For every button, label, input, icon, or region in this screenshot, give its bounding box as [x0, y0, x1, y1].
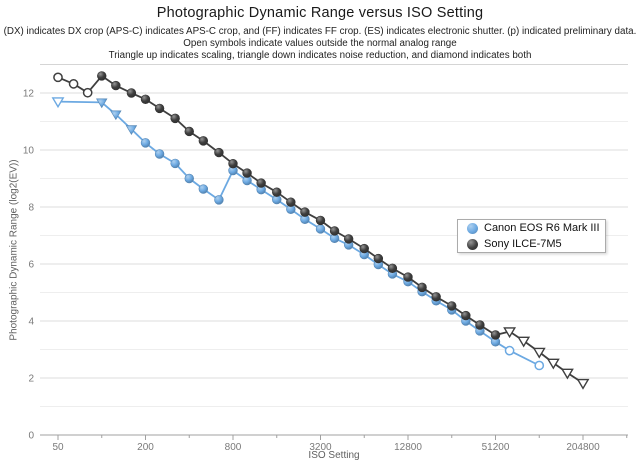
marker-triangle-down-open [503, 327, 517, 339]
marker-circle [373, 253, 384, 264]
legend-item-canon: Canon EOS R6 Mark III [467, 221, 605, 235]
marker-circle-open [82, 87, 93, 98]
marker-circle [111, 80, 121, 91]
marker-circle [315, 224, 326, 234]
series-sony [53, 71, 590, 390]
marker-circle-open [534, 360, 545, 371]
chart-subtitle-open-symbols-note: Open symbols indicate values outside the… [183, 38, 457, 49]
sony-series-marker-icon [467, 238, 478, 250]
y-tick-label: 10 [23, 146, 35, 157]
marker-circle [447, 301, 457, 311]
marker-circle [97, 71, 107, 81]
canon-series-marker-icon [467, 222, 478, 234]
legend-label-sony: Sony ILCE-7M5 [484, 238, 562, 250]
y-tick-label: 8 [28, 203, 34, 214]
y-tick-label: 2 [28, 374, 34, 385]
marker-circle [475, 320, 485, 330]
y-tick-label: 0 [28, 431, 34, 442]
marker-triangle-down [96, 98, 108, 109]
marker-circle [490, 330, 501, 340]
marker-circle [140, 138, 151, 148]
marker-circle-open [504, 345, 515, 356]
marker-circle [154, 149, 165, 159]
chart-subtitle-triangle-note: Triangle up indicates scaling, triangle … [108, 50, 532, 61]
marker-circle-open [68, 79, 79, 89]
marker-circle [315, 215, 326, 226]
marker-circle-open [53, 72, 63, 83]
x-tick-label: 50 [52, 442, 64, 453]
legend-item-sony: Sony ILCE-7M5 [467, 237, 605, 251]
marker-circle [417, 282, 427, 293]
chart-subtitle-crop-note: (DX) indicates DX crop (APS-C) indicates… [3, 26, 637, 37]
marker-triangle-down-open [517, 336, 531, 348]
marker-circle [272, 187, 282, 197]
marker-circle [198, 184, 209, 194]
y-axis-title: Photographic Dynamic Range (log2(EV)) [8, 159, 20, 341]
chart-title: Photographic Dynamic Range versus ISO Se… [156, 5, 484, 21]
marker-circle [286, 197, 296, 207]
marker-circle [214, 195, 224, 205]
marker-circle [359, 243, 369, 254]
legend-label-canon: Canon EOS R6 Mark III [484, 222, 600, 234]
x-tick-label: 12800 [394, 442, 422, 453]
marker-triangle-down-open [576, 378, 590, 390]
marker-circle [126, 88, 137, 98]
marker-circle [198, 136, 209, 146]
marker-circle [170, 113, 180, 124]
x-tick-label: 51200 [482, 442, 510, 453]
series-canon [51, 97, 545, 371]
marker-circle [242, 168, 252, 178]
marker-circle [184, 126, 194, 137]
y-axis: 0 2 4 6 8 10 12 [23, 89, 35, 442]
marker-circle [461, 310, 471, 321]
x-tick-label: 200 [137, 442, 154, 453]
marker-triangle-down-open [546, 358, 560, 370]
marker-circle [403, 272, 413, 282]
marker-triangle-down-open [51, 97, 65, 109]
marker-circle [170, 158, 180, 169]
marker-circle [431, 292, 441, 302]
marker-circle [300, 207, 310, 217]
gridlines [40, 64, 628, 407]
marker-circle [184, 173, 194, 184]
marker-circle [228, 158, 238, 169]
x-tick-label: 3200 [309, 442, 332, 453]
y-tick-label: 12 [23, 89, 35, 100]
legend-box: Canon EOS R6 Mark III Sony ILCE-7M5 [457, 219, 606, 253]
marker-circle [329, 226, 340, 236]
y-tick-label: 6 [28, 260, 34, 271]
marker-circle [343, 234, 354, 244]
marker-triangle-down-open [532, 347, 546, 359]
marker-triangle-down-open [560, 368, 574, 380]
x-axis-title: ISO Setting [308, 450, 360, 461]
x-axis: 50 200 800 3200 12800 51200 204800 [40, 434, 628, 453]
marker-circle [154, 103, 165, 114]
marker-triangle-down [110, 110, 122, 121]
marker-circle [214, 147, 224, 158]
x-tick-label: 800 [225, 442, 242, 453]
marker-circle [256, 178, 266, 188]
x-tick-label: 204800 [566, 442, 600, 453]
marker-triangle-down [125, 125, 138, 135]
marker-circle [140, 94, 151, 104]
marker-circle [387, 263, 398, 273]
y-tick-label: 4 [28, 317, 34, 328]
